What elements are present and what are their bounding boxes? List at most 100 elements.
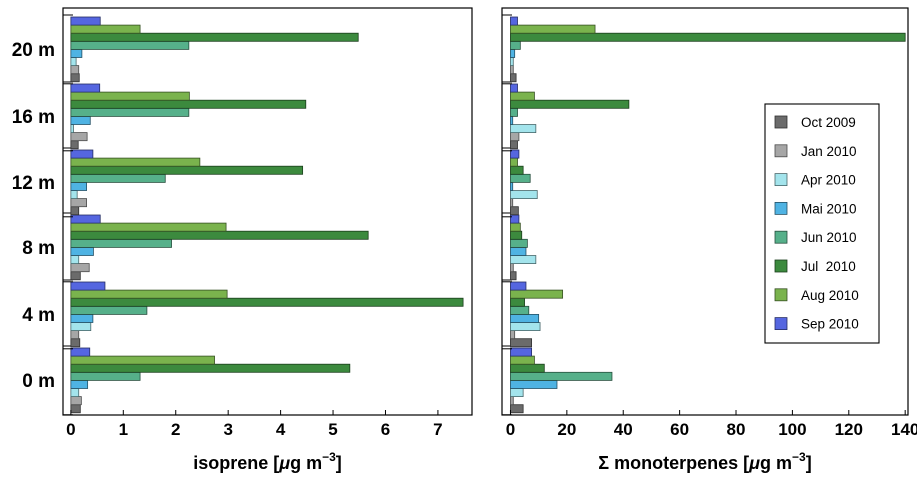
x-tick-label: 100 bbox=[778, 420, 806, 439]
height-label-12m: 12 m bbox=[12, 173, 55, 194]
bar-monoterpenes-4m-jun-2010 bbox=[510, 305, 530, 315]
bar-isoprene-4m-oct-2009 bbox=[70, 338, 81, 348]
bar-monoterpenes-16m-jul-2010 bbox=[510, 99, 630, 109]
bar-isoprene-12m-oct-2009 bbox=[70, 206, 80, 216]
bar-isoprene-8m-jul-2010 bbox=[70, 230, 369, 240]
bar-monoterpenes-16m-oct-2009 bbox=[510, 140, 518, 150]
bar-monoterpenes-8m-sep-2010 bbox=[510, 214, 520, 224]
bar-monoterpenes-20m-aug-2010 bbox=[510, 24, 596, 34]
bar-isoprene-16m-oct-2009 bbox=[70, 140, 79, 150]
bar-monoterpenes-12m-jul-2010 bbox=[510, 165, 524, 175]
x-tick-label: 5 bbox=[328, 420, 337, 439]
x-tick-label: 2 bbox=[171, 420, 180, 439]
x-tick-label: 3 bbox=[223, 420, 232, 439]
bar-isoprene-0m-oct-2009 bbox=[70, 404, 81, 414]
bar-isoprene-12m-mai-2010 bbox=[70, 181, 87, 191]
bar-monoterpenes-20m-sep-2010 bbox=[510, 16, 518, 26]
bar-monoterpenes-8m-oct-2009 bbox=[510, 271, 517, 281]
bar-isoprene-20m-mai-2010 bbox=[70, 49, 83, 58]
bar-monoterpenes-0m-oct-2009 bbox=[510, 404, 524, 414]
legend-label-aug-2010: Aug 2010 bbox=[801, 288, 859, 303]
bar-monoterpenes-12m-sep-2010 bbox=[510, 149, 520, 159]
bar-isoprene-4m-jun-2010 bbox=[70, 305, 148, 315]
bar-isoprene-4m-mai-2010 bbox=[70, 313, 94, 323]
bar-monoterpenes-16m-sep-2010 bbox=[510, 83, 518, 93]
bar-monoterpenes-12m-apr-2010 bbox=[510, 190, 538, 200]
bar-isoprene-12m-jan-2010 bbox=[70, 198, 87, 208]
bar-monoterpenes-12m-jan-2010 bbox=[510, 198, 514, 208]
legend-swatch-oct-2009 bbox=[774, 115, 788, 129]
legend-label-apr-2010: Apr 2010 bbox=[801, 173, 856, 188]
legend-label-sep-2010: Sep 2010 bbox=[801, 317, 859, 332]
legend-swatch-aug-2010 bbox=[774, 288, 788, 302]
bar-monoterpenes-0m-jul-2010 bbox=[510, 363, 545, 373]
bar-monoterpenes-0m-aug-2010 bbox=[510, 355, 535, 365]
bar-monoterpenes-16m-jun-2010 bbox=[510, 107, 518, 117]
x-tick-label: 20 bbox=[557, 420, 576, 439]
bar-isoprene-12m-aug-2010 bbox=[70, 157, 201, 167]
bar-monoterpenes-8m-apr-2010 bbox=[510, 255, 537, 265]
bar-monoterpenes-12m-jun-2010 bbox=[510, 173, 531, 183]
x-tick-label: 7 bbox=[433, 420, 442, 439]
bar-monoterpenes-4m-aug-2010 bbox=[510, 289, 564, 299]
bar-monoterpenes-8m-jun-2010 bbox=[510, 238, 528, 248]
bar-monoterpenes-20m-oct-2009 bbox=[510, 73, 517, 83]
bar-isoprene-16m-jul-2010 bbox=[70, 99, 307, 109]
bar-monoterpenes-20m-mai-2010 bbox=[510, 49, 516, 58]
bar-isoprene-0m-aug-2010 bbox=[70, 355, 215, 365]
bar-isoprene-16m-jan-2010 bbox=[70, 132, 88, 142]
bar-isoprene-8m-jun-2010 bbox=[70, 238, 172, 248]
bar-monoterpenes-12m-oct-2009 bbox=[510, 206, 519, 216]
bar-monoterpenes-8m-jul-2010 bbox=[510, 230, 523, 240]
bar-isoprene-20m-sep-2010 bbox=[70, 16, 101, 26]
height-label-4m: 4 m bbox=[22, 305, 55, 326]
legend-label-mai-2010: Mai 2010 bbox=[801, 201, 857, 216]
x-axis-title-monoterpenes: Σ monoterpenes [μg m−3] bbox=[598, 450, 811, 473]
x-tick-label: 1 bbox=[119, 420, 128, 439]
bar-isoprene-20m-aug-2010 bbox=[70, 24, 141, 34]
bar-isoprene-8m-sep-2010 bbox=[70, 214, 101, 224]
bar-monoterpenes-4m-jan-2010 bbox=[510, 330, 516, 340]
x-axis-title-isoprene: isoprene [μg m−3] bbox=[193, 450, 342, 473]
bar-monoterpenes-0m-jan-2010 bbox=[510, 396, 514, 406]
bar-isoprene-20m-apr-2010 bbox=[70, 57, 77, 67]
bar-monoterpenes-0m-mai-2010 bbox=[510, 379, 558, 389]
bar-isoprene-4m-sep-2010 bbox=[70, 281, 106, 291]
bar-isoprene-0m-jul-2010 bbox=[70, 363, 351, 373]
plot-frame-2 bbox=[501, 7, 909, 416]
x-tick-label: 6 bbox=[381, 420, 390, 439]
x-tick-label: 80 bbox=[727, 420, 746, 439]
legend-label-jan-2010: Jan 2010 bbox=[801, 144, 857, 159]
x-tick-label: 0 bbox=[506, 420, 515, 439]
bar-isoprene-20m-jan-2010 bbox=[70, 65, 80, 75]
bar-isoprene-16m-jun-2010 bbox=[70, 107, 190, 117]
height-label-0m: 0 m bbox=[22, 371, 55, 392]
legend-box bbox=[764, 103, 880, 344]
bar-monoterpenes-20m-jun-2010 bbox=[510, 40, 521, 50]
bar-monoterpenes-4m-oct-2009 bbox=[510, 338, 533, 348]
bar-isoprene-12m-apr-2010 bbox=[70, 190, 78, 200]
bar-monoterpenes-20m-jul-2010 bbox=[510, 32, 906, 42]
bar-monoterpenes-16m-mai-2010 bbox=[510, 116, 514, 125]
bar-monoterpenes-16m-jan-2010 bbox=[510, 132, 520, 142]
legend-label-oct-2009: Oct 2009 bbox=[801, 115, 856, 130]
bar-isoprene-4m-apr-2010 bbox=[70, 322, 92, 332]
bar-isoprene-16m-aug-2010 bbox=[70, 91, 190, 101]
legend-swatch-jul-2010 bbox=[774, 259, 788, 273]
bar-isoprene-8m-jan-2010 bbox=[70, 263, 90, 273]
bar-monoterpenes-8m-jan-2010 bbox=[510, 263, 514, 273]
bar-isoprene-20m-jun-2010 bbox=[70, 40, 190, 50]
legend-swatch-jun-2010 bbox=[774, 230, 788, 244]
bar-isoprene-20m-jul-2010 bbox=[70, 32, 359, 42]
bar-isoprene-0m-jan-2010 bbox=[70, 396, 82, 406]
bar-monoterpenes-4m-mai-2010 bbox=[510, 313, 540, 323]
height-label-20m: 20 m bbox=[12, 40, 55, 61]
bar-monoterpenes-0m-apr-2010 bbox=[510, 388, 524, 398]
bar-isoprene-4m-aug-2010 bbox=[70, 289, 228, 299]
bar-isoprene-16m-apr-2010 bbox=[70, 124, 74, 134]
bar-isoprene-8m-mai-2010 bbox=[70, 246, 94, 256]
x-tick-label: 120 bbox=[835, 420, 863, 439]
plot-frame-1 bbox=[62, 7, 473, 416]
x-tick-label: 0 bbox=[66, 420, 75, 439]
